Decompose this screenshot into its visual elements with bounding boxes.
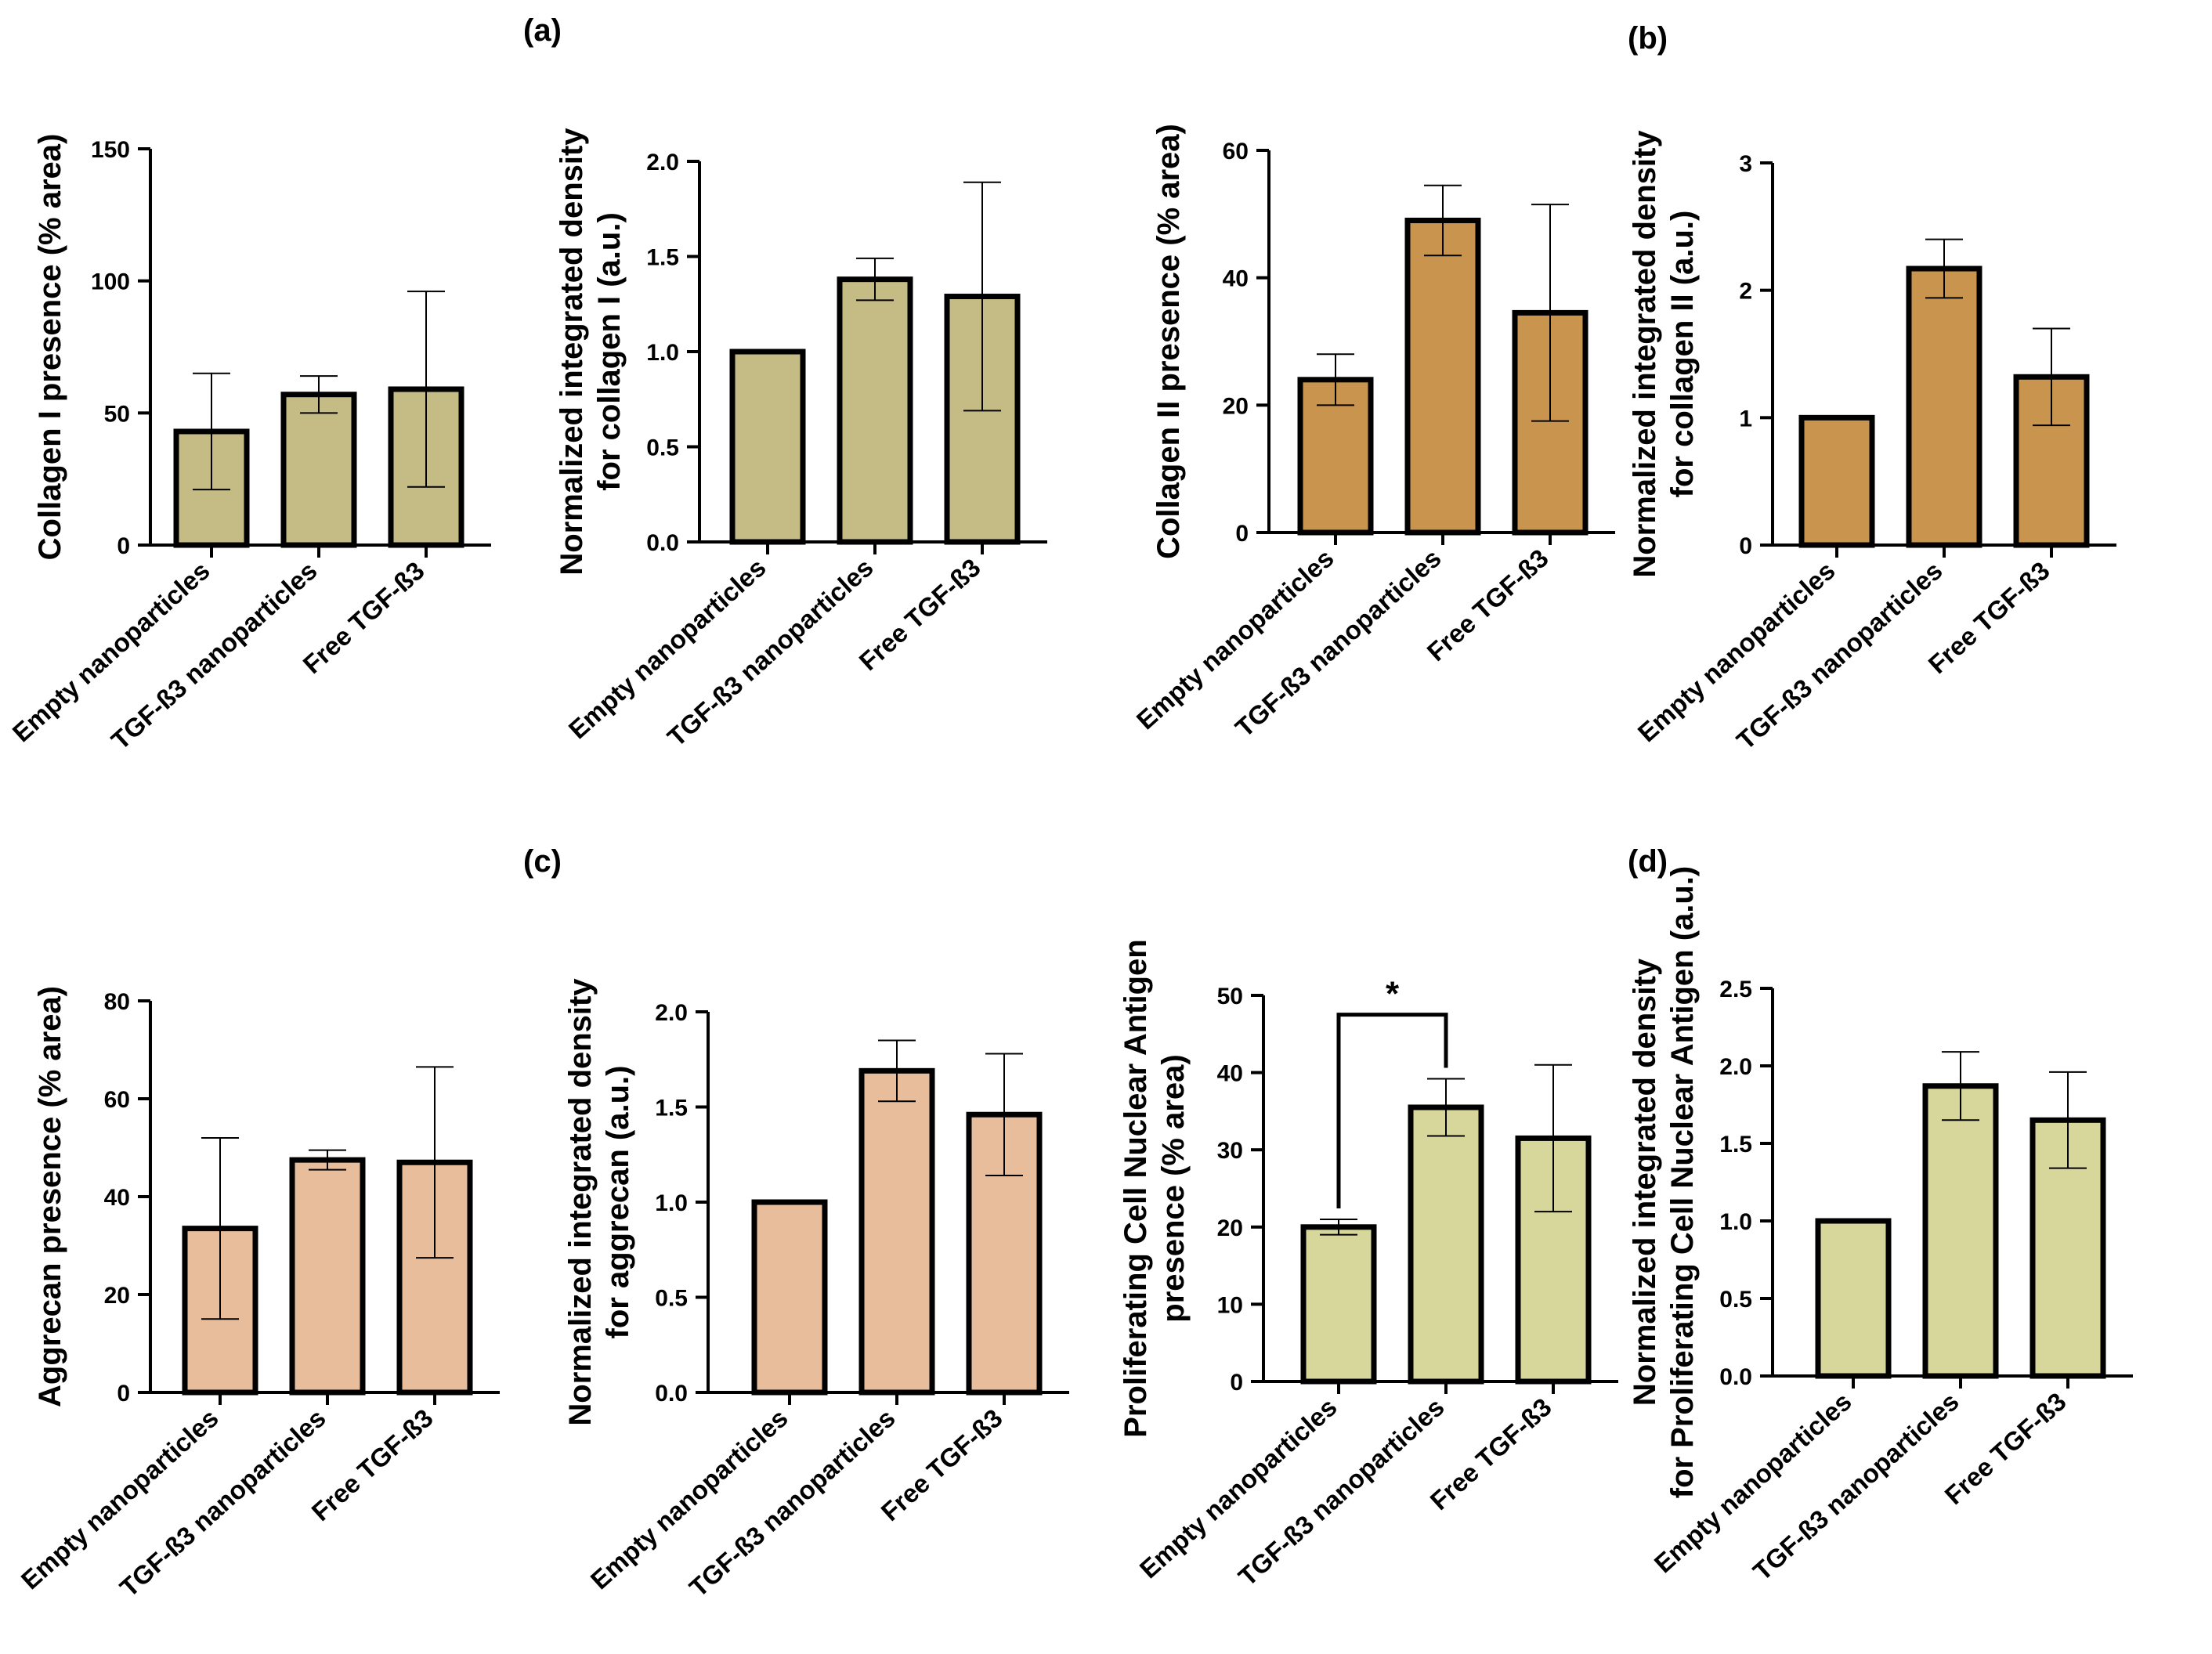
y-axis-label: presence (% area) — [1156, 1054, 1191, 1322]
y-axis-label: Normalized integrated density — [1628, 130, 1662, 578]
x-category-label: Empty nanoparticles — [563, 553, 772, 745]
bar — [1300, 1224, 1377, 1385]
x-category-label: TGF-ß3 nanoparticles — [1230, 544, 1447, 742]
y-axis-label: Normalized integrated density — [1628, 958, 1662, 1406]
y-axis-label: Collagen I presence (% area) — [33, 134, 67, 561]
x-category-label: TGF-ß3 nanoparticles — [1233, 1392, 1450, 1591]
significance-marker: * — [1386, 975, 1400, 1013]
y-axis-label: for collagen II (a.u.) — [1665, 211, 1700, 498]
y-tick-label: 0.5 — [646, 435, 679, 461]
bar — [1408, 1104, 1484, 1385]
bar — [837, 276, 913, 545]
y-tick-label: 0 — [1235, 521, 1249, 547]
bar — [1815, 1218, 1892, 1379]
chart-panel: 0.0 0.5 1.0 1.5 2.0 Empty nanoparticlesTGF-ß3… — [563, 978, 1069, 1602]
y-tick-label: 0 — [117, 533, 130, 559]
y-tick-label: 100 — [91, 269, 130, 295]
panel-label-a: (a) — [523, 13, 562, 48]
y-tick-label: 30 — [1217, 1138, 1243, 1164]
y-axis-label: Proliferating Cell Nuclear Antigen — [1119, 939, 1153, 1437]
y-tick-label: 0.0 — [646, 530, 679, 556]
y-tick-label: 1.5 — [1719, 1132, 1752, 1157]
x-category-label: TGF-ß3 nanoparticles — [114, 1403, 331, 1602]
y-tick-label: 1.5 — [646, 245, 679, 271]
chart-panel: 0.0 0.5 1.0 1.5 2.0 Empty nanoparticlesTGF-ß3… — [555, 128, 1047, 752]
y-tick-label: 1.0 — [655, 1190, 688, 1216]
bar — [858, 1067, 935, 1396]
x-category-label: TGF-ß3 nanoparticles — [684, 1403, 901, 1602]
y-tick-label: 10 — [1217, 1292, 1243, 1318]
y-tick-label: 2.0 — [646, 150, 679, 175]
x-category-label: Empty nanoparticles — [1131, 544, 1339, 735]
y-tick-label: 2.0 — [1719, 1054, 1752, 1080]
y-tick-label: 1.0 — [646, 340, 679, 366]
y-tick-label: 3 — [1739, 151, 1752, 177]
y-tick-label: 20 — [1223, 393, 1249, 419]
y-tick-label: 2.0 — [655, 1000, 688, 1026]
y-tick-label: 40 — [1217, 1061, 1243, 1087]
y-tick-label: 0 — [1230, 1370, 1243, 1396]
bar — [280, 392, 357, 548]
y-tick-label: 150 — [91, 137, 130, 163]
y-tick-label: 20 — [1217, 1215, 1243, 1241]
x-category-label: Empty nanoparticles — [16, 1403, 224, 1595]
y-tick-label: 40 — [104, 1185, 130, 1211]
x-category-label: Empty nanoparticles — [1134, 1392, 1343, 1584]
y-axis-label: Normalized integrated density — [555, 128, 589, 576]
y-tick-label: 1.0 — [1719, 1209, 1752, 1235]
significance-bracket — [1336, 1013, 1448, 1208]
panel-label-c: (c) — [523, 844, 562, 879]
y-axis-label: Aggrecan presence (% area) — [33, 986, 67, 1407]
y-tick-label: 0.5 — [655, 1286, 688, 1312]
bar — [1906, 265, 1982, 548]
y-tick-label: 0.5 — [1719, 1287, 1752, 1313]
y-tick-label: 0.0 — [655, 1381, 688, 1407]
y-tick-label: 2.5 — [1719, 977, 1752, 1002]
y-axis-label: Collagen II presence (% area) — [1151, 124, 1186, 559]
x-category-label: Empty nanoparticles — [585, 1403, 793, 1595]
y-tick-label: 0 — [117, 1381, 130, 1407]
x-category-label: TGF-ß3 nanoparticles — [1731, 556, 1948, 755]
y-axis-label: Normalized integrated density — [563, 978, 598, 1426]
y-tick-label: 20 — [104, 1283, 130, 1309]
y-tick-label: 60 — [104, 1087, 130, 1113]
bar — [1798, 414, 1875, 548]
x-category-label: Empty nanoparticles — [7, 556, 215, 748]
y-tick-label: 50 — [1217, 984, 1243, 1009]
bar — [1922, 1083, 1999, 1379]
y-tick-label: 2 — [1739, 279, 1752, 305]
y-tick-label: 0.0 — [1719, 1364, 1752, 1390]
y-tick-label: 1 — [1739, 406, 1752, 432]
x-category-label: TGF-ß3 nanoparticles — [662, 553, 879, 752]
y-tick-label: 1.5 — [655, 1096, 688, 1121]
y-tick-label: 50 — [104, 401, 130, 427]
panel-label-d: (d) — [1628, 844, 1668, 879]
bar — [289, 1157, 366, 1396]
y-tick-label: 40 — [1223, 266, 1249, 292]
y-tick-label: 80 — [104, 989, 130, 1015]
bar — [751, 1199, 828, 1396]
y-axis-label: for collagen I (a.u.) — [592, 212, 627, 491]
y-axis-label: for aggrecan (a.u.) — [601, 1066, 635, 1339]
x-category-label: TGF-ß3 nanoparticles — [106, 556, 323, 755]
bar — [1404, 217, 1481, 536]
bar — [729, 348, 806, 545]
y-tick-label: 60 — [1223, 139, 1249, 164]
x-category-label: TGF-ß3 nanoparticles — [1748, 1387, 1964, 1586]
y-axis-label: for Proliferating Cell Nuclear Antigen (… — [1665, 866, 1700, 1499]
panel-label-b: (b) — [1628, 21, 1668, 56]
y-tick-label: 0 — [1739, 533, 1752, 559]
x-category-label: Empty nanoparticles — [1632, 556, 1841, 748]
